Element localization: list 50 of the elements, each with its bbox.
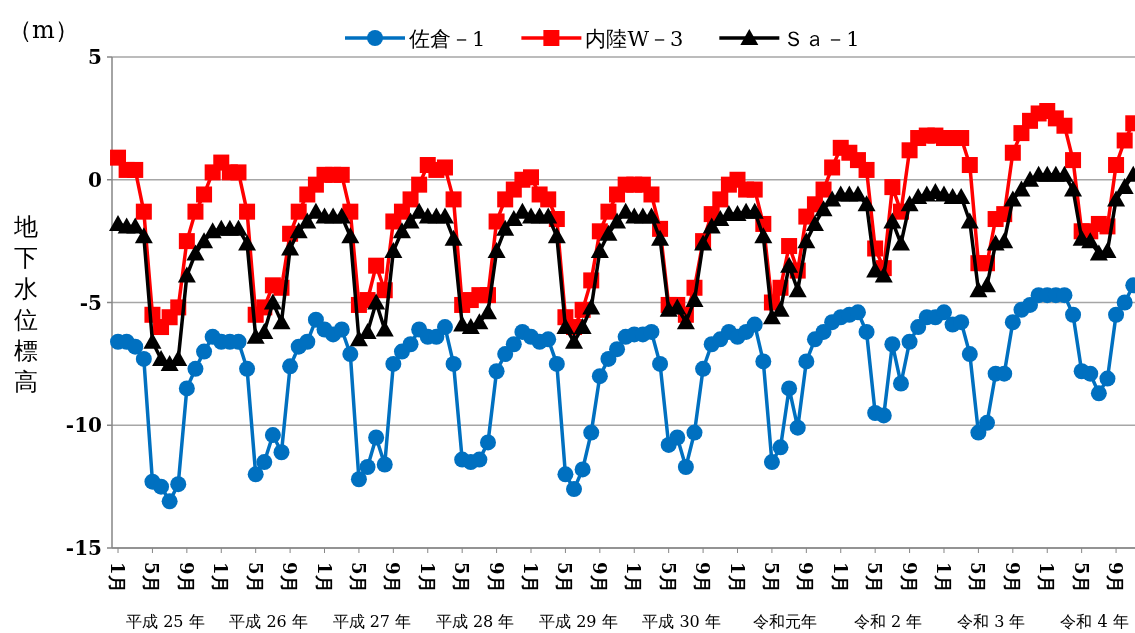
x-tick-label: 9月 [175,562,197,593]
y-tick-label: -10 [65,413,102,438]
x-tick-label: 5月 [1070,562,1092,593]
text: （m） [8,16,79,44]
x-tick-label: 5月 [657,562,679,593]
text: 令和 4 年 [1060,612,1129,631]
y-axis-title: 地下水位標高 [13,213,38,396]
x-tick-label: 1月 [932,562,954,593]
x-tick-label: 5月 [967,562,989,593]
legend-label: 佐倉－1 [409,27,486,51]
text: 平成 25 年 [126,612,205,631]
x-tick-label: 9月 [279,562,301,593]
x-tick-label: 5月 [554,562,576,593]
x-tick-label: 5月 [760,562,782,593]
x-tick-label: 9月 [382,562,404,593]
text: 令和 3 年 [957,612,1026,631]
x-tick-label: 1月 [313,562,335,593]
text: 平成 30 年 [642,612,721,631]
x-tick-label: 5月 [141,562,163,593]
text: 令和元年 [752,612,817,631]
x-tick-label: 5月 [451,562,473,593]
x-tick-label: 9月 [692,562,714,593]
y-tick-label: 5 [88,45,102,69]
text: 平成 29 年 [539,612,618,631]
x-tick-label: 1月 [623,562,645,593]
legend-label: 内陸W－3 [585,27,684,51]
x-tick-label: 9月 [1105,562,1127,593]
y-tick-label: -15 [65,536,102,560]
text: 平成 28 年 [435,612,515,631]
x-tick-label: 9月 [588,562,610,593]
y-tick-label: -5 [79,290,102,315]
x-tick-label: 1月 [726,562,748,593]
x-tick-label: 1月 [107,562,129,593]
x-tick-label: 5月 [347,562,369,593]
x-tick-label: 1月 [1036,562,1058,593]
x-tick-label: 5月 [244,562,266,593]
x-tick-label: 9月 [1001,562,1023,593]
text: 令和 2 年 [853,612,923,631]
text: 平成 27 年 [332,612,412,631]
x-tick-label: 5月 [864,562,886,593]
legend-label: Ｓａ－1 [783,27,860,51]
x-tick-label: 9月 [795,562,817,593]
x-tick-label: 1月 [520,562,542,593]
x-tick-label: 1月 [829,562,851,593]
y-tick-label: 0 [88,167,102,192]
x-tick-label: 1月 [210,562,232,593]
x-tick-label: 9月 [898,562,920,593]
text: 平成 26 年 [229,612,308,631]
x-tick-label: 1月 [416,562,438,593]
x-tick-label: 9月 [485,562,507,593]
